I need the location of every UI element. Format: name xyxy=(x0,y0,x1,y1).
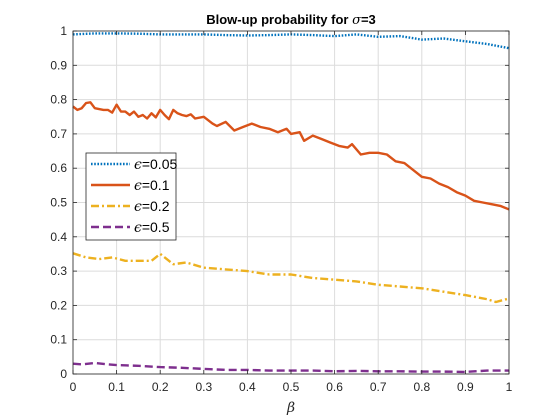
series-line-2 xyxy=(72,252,510,304)
y-tick-label: 0.8 xyxy=(50,93,67,107)
y-tick-label: 0.7 xyxy=(50,127,67,141)
legend-label-3: ϵ=0.5 xyxy=(134,219,170,236)
legend-box xyxy=(85,152,177,241)
x-tick-label: 1 xyxy=(506,380,513,394)
legend: ϵ=0.05ϵ=0.1ϵ=0.2ϵ=0.5 xyxy=(85,152,177,241)
y-tick-label: 0.5 xyxy=(50,196,67,210)
y-tick-label: 0.9 xyxy=(50,58,67,72)
x-tick-label: 0.3 xyxy=(195,380,212,394)
y-tick-label: 0 xyxy=(60,367,67,381)
ticks: 0 0.1 0.2 0.3 0.4 0.5 0.6 0.7 0.8 0.9 1 0 0.1 0.2 0.3 0… xyxy=(50,24,512,394)
title-suffix: =3 xyxy=(361,12,376,27)
legend-label-0: ϵ=0.05 xyxy=(134,156,177,173)
x-tick-label: 0.7 xyxy=(370,380,387,394)
legend-symbol: ϵ xyxy=(134,178,142,194)
x-tick-label: 0.4 xyxy=(239,380,256,394)
legend-value: =0.5 xyxy=(142,219,170,235)
x-tick-label: 0.1 xyxy=(108,380,125,394)
y-tick-label: 0.4 xyxy=(50,230,67,244)
y-tick-label: 0.6 xyxy=(50,161,67,175)
legend-value: =0.05 xyxy=(142,156,178,172)
x-tick-label: 0.2 xyxy=(152,380,169,394)
legend-symbol: ϵ xyxy=(134,199,142,215)
x-axis-label: β xyxy=(286,400,295,416)
x-tick-label: 0 xyxy=(70,380,77,394)
x-tick-label: 0.8 xyxy=(413,380,430,394)
title-symbol: σ xyxy=(352,13,362,28)
legend-value: =0.1 xyxy=(142,177,170,193)
x-tick-label: 0.5 xyxy=(283,380,300,394)
x-tick-label: 0.9 xyxy=(457,380,474,394)
series-line-1 xyxy=(72,101,510,211)
title-prefix: Blow-up probability for xyxy=(206,12,352,27)
series-line-3 xyxy=(72,361,509,374)
y-tick-label: 0.3 xyxy=(50,264,67,278)
y-tick-label: 0.2 xyxy=(50,298,67,312)
chart-title: Blow-up probability for σ=3 xyxy=(206,12,376,28)
legend-label-2: ϵ=0.2 xyxy=(134,198,170,215)
y-tick-label: 1 xyxy=(60,24,67,38)
legend-symbol: ϵ xyxy=(134,220,142,236)
y-tick-label: 0.1 xyxy=(50,333,67,347)
legend-label-1: ϵ=0.1 xyxy=(134,177,170,194)
legend-value: =0.2 xyxy=(142,198,170,214)
x-tick-label: 0.6 xyxy=(326,380,343,394)
legend-symbol: ϵ xyxy=(134,157,142,173)
